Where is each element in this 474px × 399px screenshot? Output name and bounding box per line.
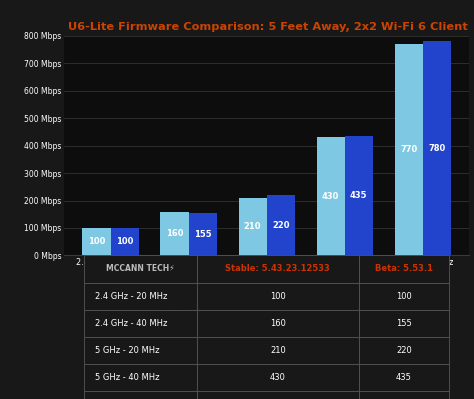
Bar [161, 211, 189, 255]
Text: 780: 780 [428, 144, 446, 153]
Text: 430: 430 [322, 192, 339, 201]
Text: 155: 155 [194, 230, 211, 239]
Bar [238, 198, 267, 255]
Bar [423, 41, 451, 255]
Bar [110, 228, 138, 255]
Text: 100: 100 [88, 237, 105, 246]
Text: 160: 160 [166, 229, 183, 238]
Text: 435: 435 [350, 191, 367, 200]
Bar [82, 228, 110, 255]
Bar [317, 137, 345, 255]
Text: 770: 770 [400, 145, 417, 154]
Legend: Stable: 5.43.23.12533, Beta: 5.53.1: Stable: 5.43.23.12533, Beta: 5.53.1 [163, 299, 371, 316]
Bar [266, 195, 295, 255]
Text: 210: 210 [244, 222, 261, 231]
Text: 220: 220 [272, 221, 290, 230]
Text: 100: 100 [116, 237, 133, 246]
Bar [189, 213, 217, 255]
Bar [345, 136, 373, 255]
Text: U6-Lite Firmware Comparison: 5 Feet Away, 2x2 Wi-Fi 6 Client: U6-Lite Firmware Comparison: 5 Feet Away… [68, 22, 468, 32]
Bar [395, 44, 423, 255]
